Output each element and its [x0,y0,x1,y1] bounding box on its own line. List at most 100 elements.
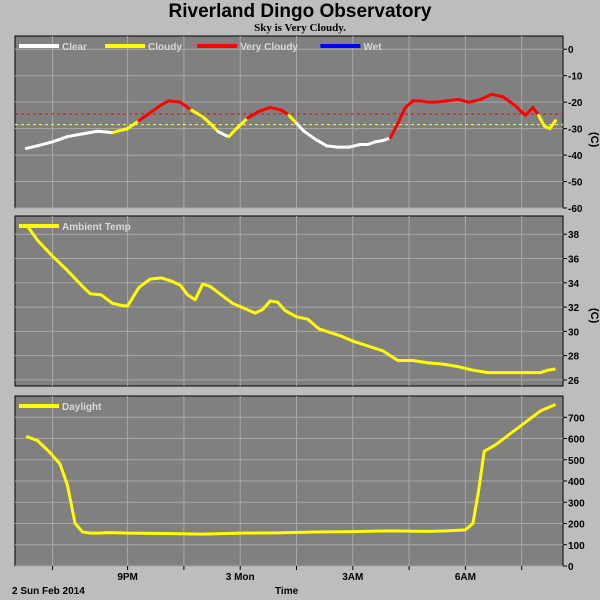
ambient-ylabel: (C) [588,308,600,324]
sky-segment-51 [531,105,541,117]
sky-legend-label-0: Clear [62,42,87,53]
sky-segment-42 [433,99,449,104]
sky-segment-38 [403,99,415,109]
sky-legend-label-1: Cloudy [148,42,182,53]
sky-segment-45 [467,98,482,104]
daylight-ytick-label-2: 200 [568,520,585,531]
sky-segment-21 [246,109,261,120]
sky-segment-4 [81,129,100,136]
sky-segment-5 [96,129,115,135]
sky-segment-13 [178,100,193,112]
sky-segment-47 [490,92,505,99]
sky-segment-23 [268,105,283,112]
sky-segment-28 [313,137,329,148]
daylight-grid [15,396,563,567]
sky-ytick-label-1: -10 [568,72,583,83]
sky-segment-31 [347,142,362,149]
daylight-ytick-label-6: 600 [568,435,585,446]
sky-segment-12 [167,99,182,104]
sky-ytick-label-6: -60 [568,204,583,215]
sky-segment-2 [51,135,70,144]
sky-segment-8 [137,113,148,123]
daylight-panel: 0 100 200 300 400 500 600 700 Daylight [14,395,585,573]
daylight-ytick-label-0: 0 [568,562,574,573]
sky-thresholds [15,113,563,126]
x-tick-label-7: 6AM [455,572,476,583]
ambient-ytick-label-0: 26 [568,376,580,387]
ambient-ytick-label-5: 36 [568,255,580,266]
sky-segment-0 [24,144,40,150]
daylight-yticks: 0 100 200 300 400 500 600 700 [563,413,585,573]
sky-ytick-label-5: -50 [568,178,583,189]
sky-legend: Clear Cloudy Very Cloudy Wet [19,42,382,53]
x-axis-label: Time [275,586,299,597]
sky-segment-6 [111,127,130,135]
sky-ytick-label-4: -40 [568,151,583,162]
sky-ytick-label-2: -20 [568,98,583,109]
ambient-plot-area [14,215,564,387]
ambient-grid [15,216,563,386]
x-tick-label-5: 3AM [342,572,363,583]
sky-segment-24 [279,108,291,117]
sky-segment-37 [396,105,407,125]
daylight-ytick-label-4: 400 [568,477,585,488]
sky-segment-10 [152,103,163,112]
sky-segment-22 [257,105,272,113]
sky-segment-46 [478,92,494,102]
sky-segment-3 [66,132,85,139]
sky-segment-25 [287,113,299,125]
sky-segment-50 [523,105,535,117]
sky-segment-1 [36,140,55,148]
x-tick-label-3: 3 Mon [226,572,255,583]
sky-segment-52 [537,113,546,128]
ambient-legend: Ambient Temp [19,222,131,233]
sky-segment-48 [501,95,516,107]
ambient-line [25,223,556,375]
sky-segment-26 [295,121,306,133]
sky-segment-36 [388,121,400,140]
sky-ylabel: (C) [588,132,600,148]
daylight-series [25,403,557,536]
x-axis-ticks: 9PM 3 Mon 3AM 6AM [52,566,523,583]
sky-yticks: 0 -10 -20 -30 -40 -50 -60 [563,45,583,215]
ambient-legend-label-0: Ambient Temp [62,222,131,233]
ambient-series [25,223,556,375]
ambient-panel: 26 28 30 32 34 36 38 Ambient Temp (C) [14,215,600,387]
sky-segment-29 [325,144,340,149]
sky-segment-14 [189,108,205,119]
sky-ytick-label-0: 0 [568,45,574,56]
daylight-ytick-label-5: 500 [568,456,585,467]
daylight-ytick-label-3: 300 [568,498,585,509]
page-title: Riverland Dingo Observatory [168,1,432,22]
daylight-ytick-label-1: 100 [568,541,585,552]
sky-legend-label-2: Very Cloudy [240,42,298,53]
ambient-ytick-label-2: 30 [568,327,580,338]
sky-segment-15 [201,115,212,125]
ambient-ytick-label-3: 32 [568,303,580,314]
sky-segment-20 [234,116,250,131]
sky-status-subtitle: Sky is Very Cloudy. [254,22,346,34]
sky-segment-7 [126,119,141,131]
sky-segment-19 [227,127,238,139]
sky-segment-54 [548,119,557,131]
ambient-ytick-label-1: 28 [568,352,580,363]
ambient-ytick-label-6: 38 [568,230,580,241]
sky-segment-44 [456,98,471,104]
ambient-yticks: 26 28 30 32 34 36 38 [563,230,580,387]
sky-grid [15,36,563,209]
sky-segment-49 [512,103,527,117]
daylight-legend: Daylight [19,402,102,413]
daylight-legend-label-0: Daylight [62,402,102,413]
sky-temp-panel: 0 -10 -20 -30 -40 -50 -60 Clear Cloudy Very Clou… [14,35,600,215]
date-label: 2 Sun Feb 2014 [12,586,85,597]
daylight-ytick-label-7: 700 [568,413,585,424]
sky-legend-label-3: Wet [363,42,382,53]
x-tick-label-1: 9PM [117,572,138,583]
sky-segment-9 [144,108,156,117]
sky-series [24,92,557,150]
daylight-line [25,403,557,536]
sky-segment-43 [445,98,460,103]
sky-segment-27 [302,129,317,141]
sky-ytick-label-3: -30 [568,125,583,136]
